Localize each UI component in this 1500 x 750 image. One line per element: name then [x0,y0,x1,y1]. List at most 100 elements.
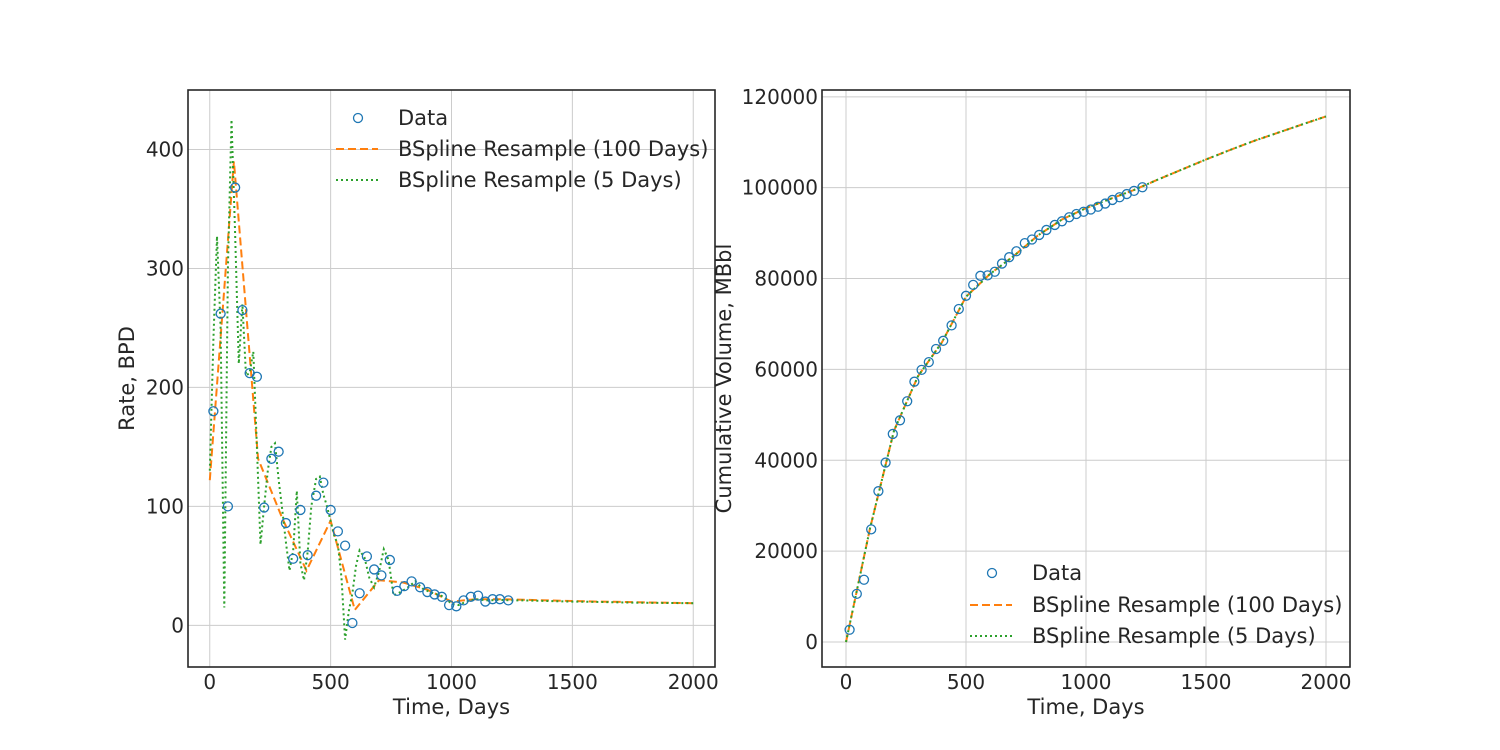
data-point [443,599,455,611]
data-point [237,304,248,316]
legend-label: BSpline Resample (100 Days) [398,137,708,161]
data-point [880,457,891,468]
y-tick-label: 80000 [754,267,818,291]
data-point [222,501,234,512]
data-point [399,580,410,592]
x-tick-label: 2000 [1301,670,1352,694]
data-point [451,601,462,612]
x-tick-label: 2000 [668,670,719,694]
y-tick-label: 0 [805,630,818,654]
data-point [414,582,426,593]
data-point [310,490,322,501]
plot-area [208,119,694,640]
data-point [258,502,270,513]
data-point [989,266,1000,277]
data-point [938,335,949,346]
x-tick-label: 1000 [1061,670,1112,694]
y-tick-label: 400 [146,137,184,161]
data-point [844,624,855,635]
data-point [487,594,498,605]
data-point [422,586,433,598]
data-point [996,258,1008,269]
data-point [887,428,898,440]
rate-chart-xlabel: Time, Days [392,695,510,719]
data-point [503,595,514,606]
x-tick-label: 0 [203,670,216,694]
data-point [858,574,870,585]
data-point [873,486,884,497]
data-point [406,576,417,587]
data-point [1026,234,1038,245]
data-point [347,617,358,629]
plot-area [844,115,1327,643]
data-point [909,376,920,387]
data-point [339,540,351,551]
data-point [273,446,284,457]
data-point [208,406,219,417]
data-point [361,551,373,562]
legend-label: BSpline Resample (100 Days) [1032,593,1342,617]
y-tick-label: 300 [146,256,184,280]
data-point [368,564,380,575]
data-point [266,453,277,464]
y-tick-label: 20000 [754,539,818,563]
data-point [302,550,313,561]
data-point [1078,206,1089,217]
cumulative-chart-xlabel: Time, Days [1026,695,1144,719]
data-point [946,320,957,331]
data-point [975,270,986,281]
legend-marker [986,567,998,579]
plot-frame [821,89,1351,668]
data-point [1107,194,1118,206]
data-point [436,591,447,602]
y-tick-label: 100 [146,494,184,518]
y-tick-label: 100000 [742,176,818,200]
data-point [1128,185,1140,197]
legend-label: BSpline Resample (5 Days) [398,168,682,192]
x-tick-label: 1500 [547,670,598,694]
data-point [215,308,226,319]
data-point [251,371,263,382]
data-point [1011,246,1022,257]
data-point [465,591,476,602]
legend-label: Data [1032,561,1082,585]
data-point [354,588,365,599]
x-tick-label: 1000 [426,670,477,694]
cumulative-volume-chart: Time, Days Cumulative Volume, MBbl 0 500 1… [712,85,1351,719]
data-point [866,524,877,535]
x-tick-label: 1500 [1181,670,1232,694]
data-point [376,570,387,581]
cumulative-chart-ylabel: Cumulative Volume, MBbl [712,244,736,514]
data-point [280,517,292,529]
x-tick-label: 500 [947,670,985,694]
series-line-2 [845,115,1327,643]
data-point [902,396,913,407]
y-tick-label: 60000 [754,357,818,381]
data-point [429,589,440,600]
legend-marker [352,112,364,124]
data-point [960,290,972,301]
data-point [1085,204,1096,215]
rate-chart: Time, Days Rate, BPD 0 500 1000 1500 2000 0 10… [115,89,719,719]
data-point [332,526,344,537]
y-tick-label: 0 [171,613,184,637]
legend: Data BSpline Resample (100 Days) BSpline R… [336,106,708,192]
y-tick-label: 40000 [754,448,818,472]
y-tick-label: 200 [146,375,184,399]
x-tick-label: 500 [312,670,350,694]
data-point [288,553,299,564]
data-point [391,585,403,597]
data-point [325,504,336,516]
data-point [916,364,927,376]
legend-label: BSpline Resample (5 Days) [1032,624,1316,648]
x-tick-label: 0 [840,670,853,694]
data-point [295,504,306,516]
data-point [1041,224,1052,236]
data-point [851,588,862,600]
plot-frame [187,89,716,668]
data-point [894,415,906,426]
legend-label: Data [398,106,448,130]
data-point [384,554,396,566]
gridlines [822,90,1350,667]
